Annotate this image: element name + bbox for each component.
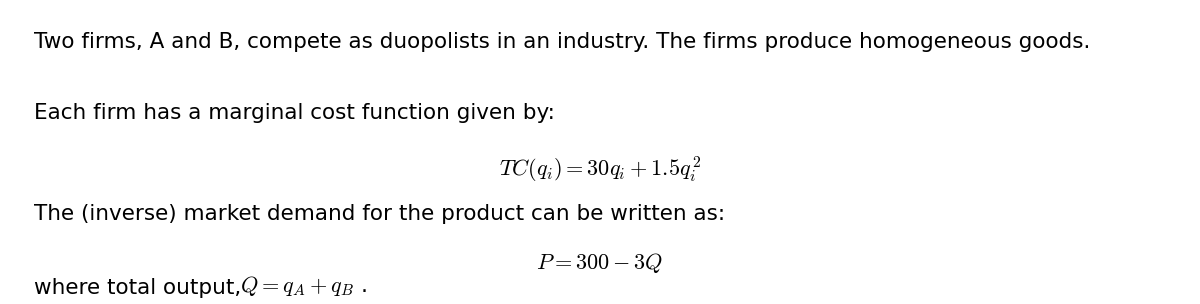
Text: Two firms, A and B, compete as duopolists in an industry. The firms produce homo: Two firms, A and B, compete as duopolist… xyxy=(34,32,1090,52)
Text: Each firm has a marginal cost function given by:: Each firm has a marginal cost function g… xyxy=(34,103,554,123)
Text: $P = 300 - 3Q$: $P = 300 - 3Q$ xyxy=(536,251,664,275)
Text: where total output,: where total output, xyxy=(34,278,247,298)
Text: The (inverse) market demand for the product can be written as:: The (inverse) market demand for the prod… xyxy=(34,204,725,224)
Text: $TC(q_i) = 30q_i + 1.5q_i^{\,2}$: $TC(q_i) = 30q_i + 1.5q_i^{\,2}$ xyxy=(498,155,702,185)
Text: $Q = q_A + q_B$ .: $Q = q_A + q_B$ . xyxy=(240,274,367,298)
